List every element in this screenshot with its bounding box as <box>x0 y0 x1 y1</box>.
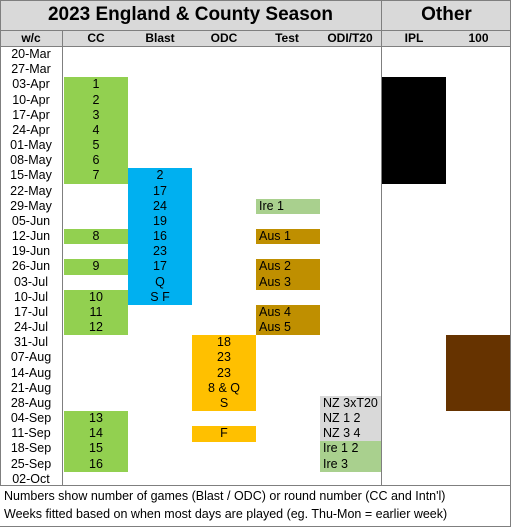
odc-cell: 23 <box>192 365 256 381</box>
col-header-ipl: IPL <box>404 31 424 45</box>
blast-cell: 23 <box>128 244 192 260</box>
test-cell: Aus 3 <box>256 274 320 290</box>
cc-cell: 3 <box>64 107 128 124</box>
col-header-week: w/c <box>21 31 41 45</box>
test-cell: Aus 4 <box>256 304 320 321</box>
test-cell: Aus 1 <box>256 229 320 245</box>
cc-cell: 5 <box>64 138 128 154</box>
cc-cell: 4 <box>64 122 128 139</box>
cc-cell: 16 <box>64 456 128 472</box>
test-cell: Aus 5 <box>256 320 320 336</box>
odc-cell: 8 & Q <box>192 380 256 397</box>
odc-cell: S <box>192 395 256 412</box>
week-column-divider <box>62 30 63 485</box>
week-label: 25-Sep <box>10 456 52 471</box>
col-header-test: Test <box>275 31 299 45</box>
col-header-hundred: 100 <box>468 31 489 45</box>
cc-cell: 11 <box>64 304 128 321</box>
odi-cell: NZ 3xT20 <box>320 395 381 412</box>
col-header-blast: Blast <box>145 31 175 45</box>
cc-cell: 7 <box>64 168 128 184</box>
cc-cell: 6 <box>64 153 128 169</box>
week-label: 17-Jul <box>13 304 49 319</box>
title-divider <box>0 30 511 31</box>
week-label: 26-Jun <box>11 259 51 274</box>
blast-cell: S F <box>128 289 192 306</box>
week-label: 05-Jun <box>11 213 51 228</box>
week-label: 28-Aug <box>10 395 52 410</box>
week-label: 03-Jul <box>13 274 49 289</box>
week-label: 21-Aug <box>10 380 52 395</box>
week-label: 17-Apr <box>12 107 50 122</box>
week-label: 18-Sep <box>10 441 52 456</box>
week-label: 27-Mar <box>11 62 51 77</box>
week-label: 10-Apr <box>12 92 50 107</box>
footer-note-2: Weeks fitted based on when most days are… <box>4 507 448 521</box>
blast-cell: 19 <box>128 213 192 230</box>
footer-divider <box>0 485 511 486</box>
cc-cell: 15 <box>64 441 128 457</box>
header-divider <box>0 46 511 47</box>
blast-cell: 17 <box>128 183 192 199</box>
col-header-odi-t20: ODI/T20 <box>327 31 373 45</box>
blast-cell: Q <box>128 274 192 290</box>
cc-cell: 13 <box>64 411 128 427</box>
cc-cell: 14 <box>64 426 128 442</box>
odi-cell: Ire 3 <box>320 456 381 472</box>
week-label: 31-Jul <box>13 335 49 350</box>
week-label: 15-May <box>10 168 52 183</box>
blast-cell: 2 <box>128 168 192 184</box>
other-title: Other <box>421 4 472 25</box>
test-cell: Ire 1 <box>256 198 320 215</box>
week-label: 19-Jun <box>11 244 51 259</box>
week-label: 12-Jun <box>11 229 51 244</box>
hundred-block <box>446 335 510 412</box>
week-label: 07-Aug <box>10 350 52 365</box>
odi-cell: NZ 1 2 <box>320 411 381 427</box>
week-label: 24-Apr <box>12 122 50 137</box>
blast-cell: 16 <box>128 229 192 245</box>
week-label: 20-Mar <box>11 47 51 61</box>
header-background <box>0 0 511 47</box>
week-label: 22-May <box>10 183 52 198</box>
week-label: 08-May <box>10 153 52 168</box>
week-label: 02-Oct <box>12 471 50 486</box>
week-label: 14-Aug <box>10 365 52 380</box>
odc-cell: F <box>192 426 256 442</box>
odi-cell: NZ 3 4 <box>320 426 381 442</box>
test-cell: Aus 2 <box>256 259 320 275</box>
grid-border-left <box>0 0 1 485</box>
col-header-cc: CC <box>87 31 105 45</box>
week-label: 03-Apr <box>12 77 50 92</box>
blast-cell: 24 <box>128 198 192 215</box>
cc-cell: 9 <box>64 259 128 275</box>
week-label: 11-Sep <box>11 426 51 441</box>
week-label: 10-Jul <box>13 289 49 304</box>
odc-cell: 18 <box>192 335 256 351</box>
cc-cell: 1 <box>64 77 128 93</box>
blast-cell: 17 <box>128 259 192 275</box>
cc-cell: 8 <box>64 229 128 245</box>
ipl-block <box>382 77 446 184</box>
grid-border-top <box>0 0 511 1</box>
col-header-odc: ODC <box>210 31 238 45</box>
section-divider <box>381 0 382 485</box>
odc-cell: 23 <box>192 350 256 366</box>
cc-cell: 12 <box>64 320 128 336</box>
week-label: 24-Jul <box>13 320 49 335</box>
cc-cell: 10 <box>64 289 128 306</box>
week-label: 29-May <box>10 198 52 213</box>
week-label: 01-May <box>10 138 52 153</box>
odi-cell: Ire 1 2 <box>320 441 381 457</box>
week-label: 04-Sep <box>10 411 52 426</box>
cc-cell: 2 <box>64 92 128 108</box>
season-title: 2023 England & County Season <box>47 4 334 25</box>
footer-note-1: Numbers show number of games (Blast / OD… <box>4 489 446 503</box>
